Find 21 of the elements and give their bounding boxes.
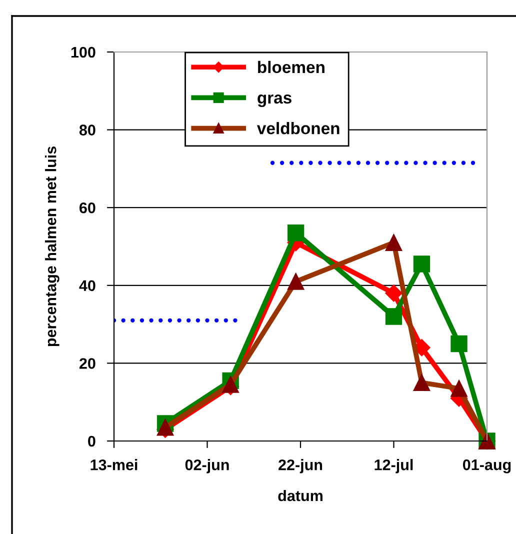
x-tick-label: 22-jun <box>278 459 322 474</box>
y-tick-label: 0 <box>88 436 96 447</box>
y-tick-label: 60 <box>80 202 96 214</box>
x-tick-label: 01-aug <box>462 459 511 474</box>
y-tick-label: 100 <box>71 46 96 58</box>
y-tick-label: 80 <box>79 124 96 136</box>
point <box>288 224 304 242</box>
legend-label: bloemen <box>258 60 324 74</box>
y-tick-label: 40 <box>79 280 96 292</box>
x-tick-label: 12-jul <box>374 459 413 474</box>
point <box>413 256 430 272</box>
point <box>450 335 468 352</box>
x-tick-label: 02-jun <box>185 459 229 474</box>
y-tick-label: 20 <box>79 358 96 369</box>
x-tick-label: 13-mei <box>90 459 138 470</box>
x-axis-title: datum <box>278 490 322 502</box>
point <box>385 284 402 302</box>
y-axis-title: percentage halmen met luis <box>45 146 60 346</box>
legend-label: gras <box>258 94 292 108</box>
legend-label: veldbonen <box>256 122 340 134</box>
point <box>385 308 402 325</box>
